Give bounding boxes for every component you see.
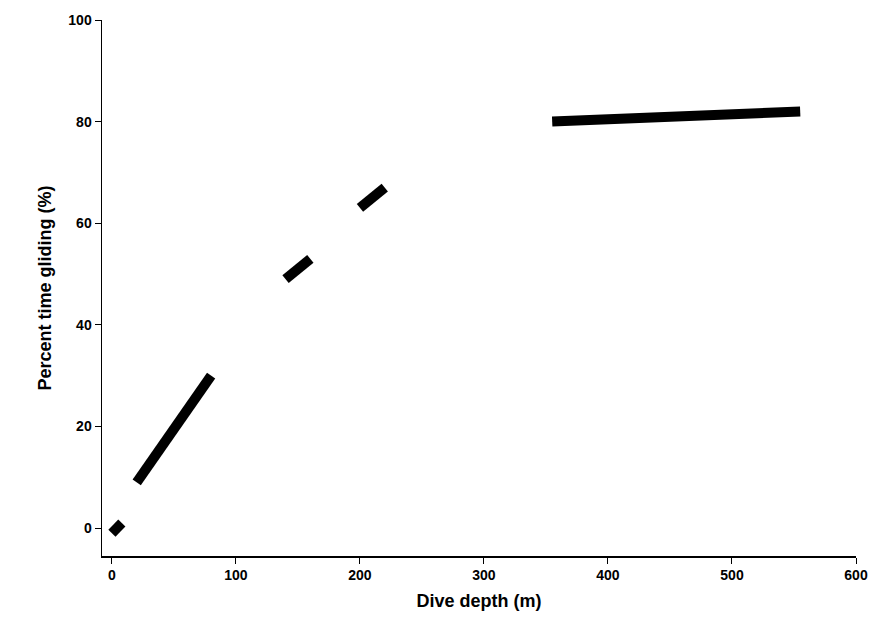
svg-text:100: 100 <box>68 12 92 28</box>
svg-text:Percent time gliding (%): Percent time gliding (%) <box>35 185 55 390</box>
svg-text:Dive depth (m): Dive depth (m) <box>416 591 541 611</box>
svg-text:400: 400 <box>596 567 620 583</box>
svg-text:40: 40 <box>76 317 92 333</box>
svg-text:0: 0 <box>108 567 116 583</box>
svg-text:600: 600 <box>844 567 868 583</box>
svg-text:500: 500 <box>720 567 744 583</box>
svg-text:80: 80 <box>76 114 92 130</box>
svg-text:60: 60 <box>76 215 92 231</box>
svg-text:20: 20 <box>76 418 92 434</box>
svg-text:200: 200 <box>348 567 372 583</box>
svg-text:300: 300 <box>472 567 496 583</box>
svg-text:0: 0 <box>84 520 92 536</box>
svg-text:100: 100 <box>224 567 248 583</box>
